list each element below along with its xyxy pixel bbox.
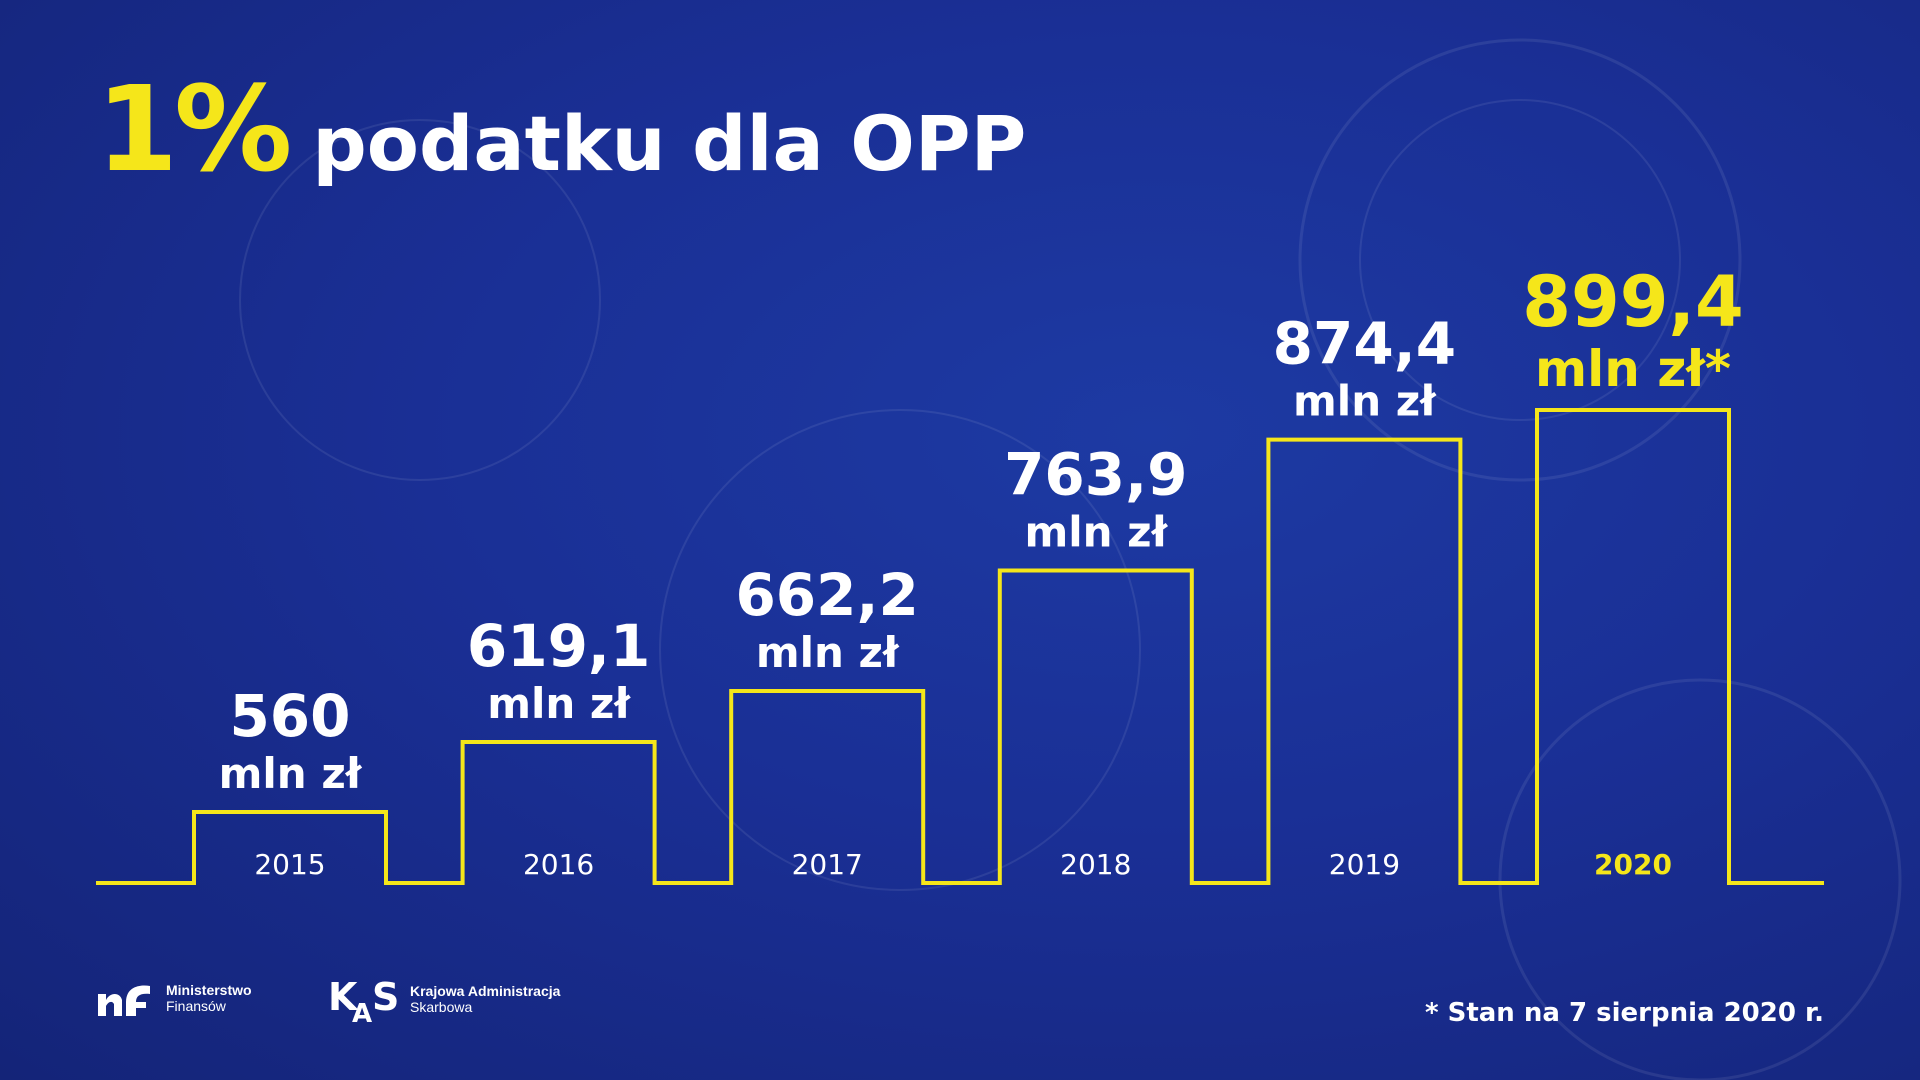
unit-label-2019: mln zł [1293, 377, 1437, 426]
year-label-2018: 2018 [1060, 848, 1131, 881]
mf-name-line2: Finansów [166, 998, 226, 1014]
unit-label-2015: mln zł [219, 749, 363, 798]
year-label-2017: 2017 [792, 848, 863, 881]
bar-2020 [1537, 410, 1729, 883]
unit-label-2018: mln zł [1024, 507, 1168, 556]
unit-label-2017: mln zł [756, 628, 900, 677]
kas-logo-icon: K A S [328, 975, 399, 1028]
value-label-2016: 619,1 [467, 612, 650, 680]
unit-label-2020: mln zł* [1535, 340, 1731, 398]
value-label-2020: 899,4 [1522, 261, 1743, 343]
mf-logo-icon [98, 985, 150, 1016]
svg-text:A: A [352, 999, 372, 1028]
title-highlight: 1% [96, 60, 292, 198]
kas-name-line1: Krajowa Administracja [410, 983, 561, 999]
year-label-2015: 2015 [254, 848, 325, 881]
value-label-2018: 763,9 [1004, 440, 1187, 508]
page-title: 1% podatku dla OPP [96, 70, 1026, 188]
bar-2018 [1000, 570, 1192, 883]
footnote: * Stan na 7 sierpnia 2020 r. [1424, 998, 1824, 1028]
unit-label-2016: mln zł [487, 679, 631, 728]
value-label-2015: 560 [229, 682, 350, 750]
kas-name-line2: Skarbowa [410, 999, 473, 1015]
year-label-2020: 2020 [1594, 848, 1672, 881]
kas-logo: K A S Krajowa Administracja Skarbowa [328, 970, 560, 1028]
year-label-2019: 2019 [1329, 848, 1400, 881]
year-label-2016: 2016 [523, 848, 594, 881]
step-outline [96, 408, 1824, 885]
title-text: podatku dla OPP [312, 99, 1027, 188]
ministry-of-finance-logo: Ministerstwo Finansów [96, 976, 252, 1020]
bar-2019 [1268, 440, 1460, 883]
svg-text:S: S [372, 975, 399, 1019]
value-label-2019: 874,4 [1273, 310, 1456, 378]
mf-name-line1: Ministerstwo [166, 982, 252, 998]
value-label-2017: 662,2 [735, 561, 918, 629]
svg-text:K: K [328, 975, 359, 1019]
